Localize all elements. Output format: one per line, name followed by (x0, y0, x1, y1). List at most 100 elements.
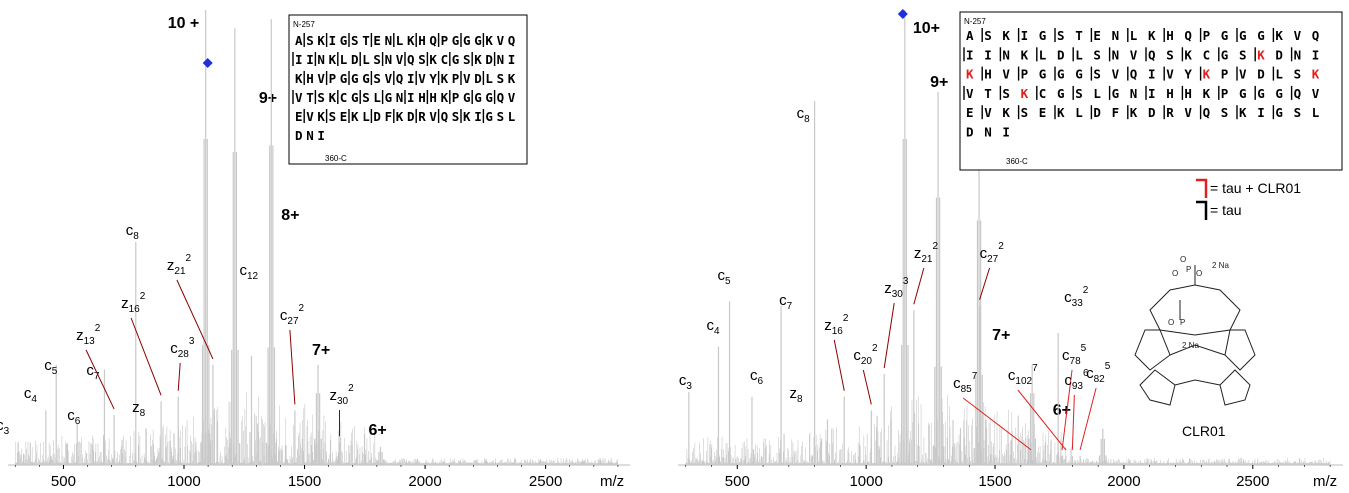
x-tick-label: 1500 (978, 473, 1011, 490)
fragment-label: c12 (239, 262, 258, 282)
fragment-label: z162 (824, 313, 849, 337)
x-tick-label: 1000 (167, 473, 200, 490)
svg-text:P: P (1180, 318, 1185, 327)
sequence-residue: P (452, 71, 460, 86)
sequence-residue: S (1166, 47, 1174, 62)
sequence-residue: I (508, 52, 516, 67)
sequence-residue: C (1039, 86, 1047, 101)
sequence-residue: K (1148, 28, 1156, 43)
sequence-residue: S (329, 109, 337, 124)
fragment-leader-line (962, 397, 1032, 451)
sequence-residue: P (1221, 86, 1229, 101)
n-term-label: N-257 (293, 20, 315, 29)
sequence-residue: S (317, 90, 325, 105)
sequence-residue: K (1203, 86, 1211, 101)
x-axis-label: m/z (600, 473, 624, 490)
sequence-residue: G (463, 90, 471, 105)
sequence-residue: G (485, 109, 493, 124)
c-term-label: 360-C (325, 154, 347, 163)
fragment-leader-line (177, 362, 181, 391)
sequence-residue: N (1002, 47, 1010, 62)
sequence-residue: N (396, 90, 404, 105)
x-tick-label: 500 (725, 473, 750, 490)
sequence-residue: S (1294, 67, 1302, 82)
sequence-residue: N (1294, 47, 1302, 62)
sequence-residue: Q (396, 71, 404, 86)
sequence-residue: Q (407, 52, 415, 67)
sequence-residue: R (418, 109, 426, 124)
sequence-residue: V (418, 71, 426, 86)
sequence-residue: K (396, 109, 404, 124)
sequence-residue: D (1093, 105, 1101, 120)
sequence-residue: N (306, 128, 314, 143)
sequence-residue: V (463, 71, 471, 86)
sequence-residue: P (1221, 67, 1229, 82)
fragment-label: z302 (329, 383, 354, 407)
fragment-label: c5 (718, 267, 732, 287)
sequence-residue: K (1057, 105, 1065, 120)
sequence-residue: R (1166, 105, 1174, 120)
sequence-residue: D (485, 52, 493, 67)
sequence-residue: S (1002, 86, 1010, 101)
sequence-residue: P (452, 90, 460, 105)
fragment-label: c283 (170, 336, 195, 360)
sequence-residue: K (295, 71, 303, 86)
sequence-residue: L (396, 33, 404, 48)
sequence-residue: V (1184, 105, 1192, 120)
fragment-label: z212 (167, 253, 192, 277)
sequence-residue: V (1130, 47, 1138, 62)
sequence-residue: G (1221, 47, 1229, 62)
fragment-leader-line (85, 349, 115, 410)
sequence-residue: L (1130, 28, 1138, 43)
sequence-residue: L (508, 109, 516, 124)
sequence-residue: L (485, 71, 493, 86)
sequence-residue: K (329, 90, 337, 105)
sequence-residue: V (1239, 67, 1247, 82)
sequence-residue: S (1057, 28, 1065, 43)
x-tick-label: 2500 (529, 473, 562, 490)
sequence-residue: K (966, 67, 974, 82)
sequence-residue: V (1166, 67, 1174, 82)
sequence-residue: C (441, 52, 449, 67)
sequence-residue: E (1093, 28, 1101, 43)
fragment-leader-line (913, 267, 925, 305)
sequence-residue: K (463, 109, 471, 124)
sequence-residue: Q (429, 33, 437, 48)
sequence-residue: S (1075, 86, 1083, 101)
sequence-residue: G (351, 90, 359, 105)
sequence-residue: G (1057, 86, 1065, 101)
sequence-residue: Q (497, 90, 505, 105)
sequence-residue: L (1275, 67, 1283, 82)
sequence-residue: N (1112, 28, 1120, 43)
fragment-leader-line (1079, 387, 1097, 451)
sequence-residue: V (1002, 67, 1010, 82)
sequence-residue: H (1166, 86, 1174, 101)
sequence-residue: C (1203, 47, 1211, 62)
sequence-residue: S (362, 90, 370, 105)
sequence-residue: V (429, 109, 437, 124)
fragment-label: c272 (280, 303, 305, 327)
sequence-residue: Q (441, 109, 449, 124)
sequence-residue: N (984, 125, 992, 140)
sequence-residue: D (1275, 47, 1283, 62)
sequence-residue: G (1039, 67, 1047, 82)
sequence-residue: I (329, 33, 337, 48)
sequence-residue: H (418, 90, 426, 105)
fragment-label: z8 (132, 399, 146, 419)
sequence-residue: E (966, 105, 974, 120)
sequence-residue: I (407, 90, 415, 105)
svg-text:P: P (1186, 265, 1191, 274)
sequence-residue: Q (508, 33, 516, 48)
sequence-residue: T (306, 90, 314, 105)
fragment-leader-line (130, 317, 162, 396)
sequence-residue: I (1002, 125, 1010, 140)
charge-state-label: 8+ (281, 207, 299, 224)
sequence-residue: G (385, 90, 393, 105)
fragment-label: c332 (1064, 285, 1089, 309)
precursor-marker (897, 9, 908, 19)
sequence-residue: V (317, 71, 325, 86)
sequence-residue: I (474, 109, 482, 124)
spectrum-panel-left: 500 1000 1500 2000 2500 m/z 10 + 9+ 8+ 7+ 6+ c3 c4 c5… (0, 10, 630, 490)
sequence-residue: G (1057, 67, 1065, 82)
sequence-residue: S (984, 28, 992, 43)
